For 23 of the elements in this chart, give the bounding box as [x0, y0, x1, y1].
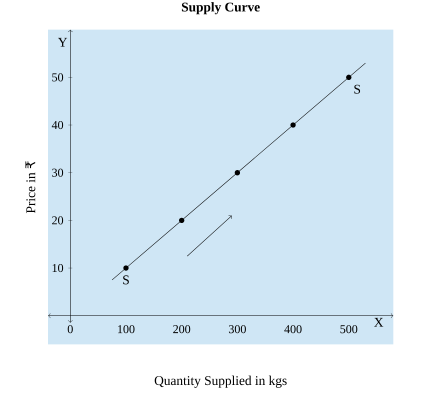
x-tick-label: 200 — [173, 325, 190, 334]
point — [123, 265, 129, 271]
point — [290, 122, 296, 128]
annotation: S — [354, 84, 360, 94]
y-tick-label: 30 — [52, 168, 64, 177]
annotation: Y — [58, 38, 68, 47]
point — [234, 170, 240, 176]
x-tick-label: 100 — [118, 325, 135, 334]
x-tick-label: 400 — [284, 325, 302, 334]
y-axis-title: Price in ₹ — [25, 161, 36, 214]
annotation: X — [374, 318, 384, 327]
y-tick-label: 50 — [52, 73, 64, 82]
y-tick-label: 20 — [52, 216, 64, 224]
point — [346, 74, 352, 80]
x-axis-title: Quantity Supplied in kgs — [154, 376, 287, 388]
chart-title: Supply Curve — [182, 2, 260, 14]
x-tick-label: 0 — [68, 325, 73, 334]
y-tick-label: 10 — [52, 264, 64, 272]
x-tick-label: 300 — [228, 325, 246, 334]
y-tick-label: 40 — [52, 120, 64, 130]
point — [179, 218, 184, 224]
x-tick-label: 500 — [340, 325, 358, 334]
annotation: S — [123, 275, 129, 284]
